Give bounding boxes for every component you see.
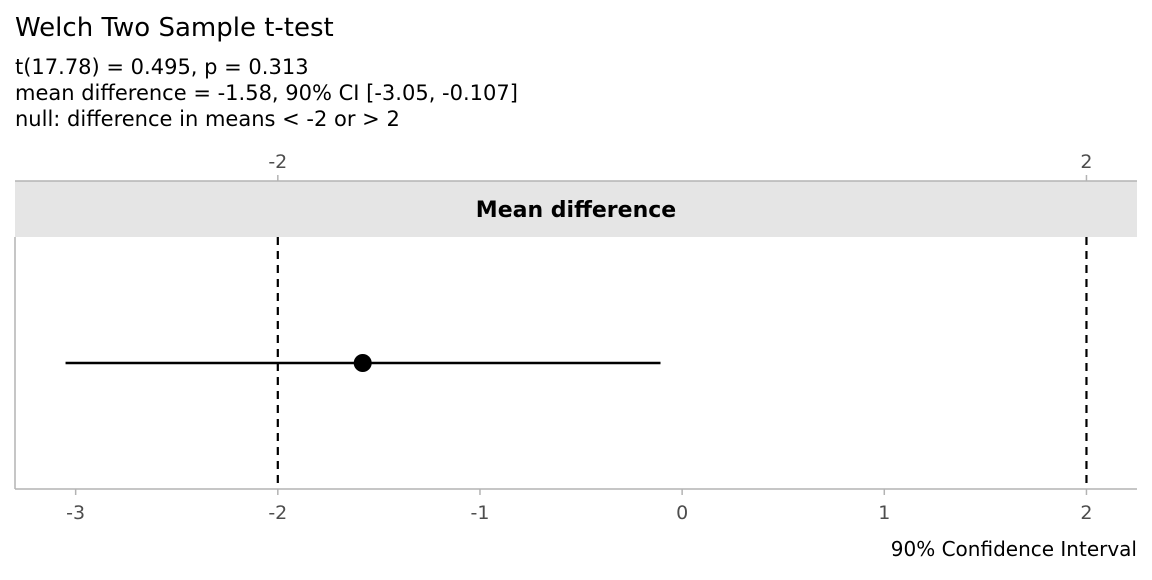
facet-strip — [15, 181, 1137, 237]
x-tick-label: -2 — [268, 502, 287, 524]
x-axis-label: 90% Confidence Interval — [891, 537, 1137, 561]
subtitle-line-1: t(17.78) = 0.495, p = 0.313 — [15, 55, 309, 79]
subtitle-line-2: mean difference = -1.58, 90% CI [-3.05, … — [15, 81, 518, 105]
chart-title: Welch Two Sample t-test — [15, 13, 334, 43]
x-tick-label: -1 — [470, 502, 489, 524]
x-tick-label: -3 — [66, 502, 85, 524]
top-tick-label: -2 — [268, 151, 287, 173]
top-tick-label: 2 — [1080, 151, 1092, 173]
x-tick-label: 0 — [676, 502, 688, 524]
strip-label: Mean difference — [476, 198, 676, 223]
subtitle-line-3: null: difference in means < -2 or > 2 — [15, 107, 400, 131]
estimate-point — [353, 354, 372, 372]
x-tick-label: 2 — [1080, 502, 1092, 524]
x-tick-label: 1 — [878, 502, 890, 524]
